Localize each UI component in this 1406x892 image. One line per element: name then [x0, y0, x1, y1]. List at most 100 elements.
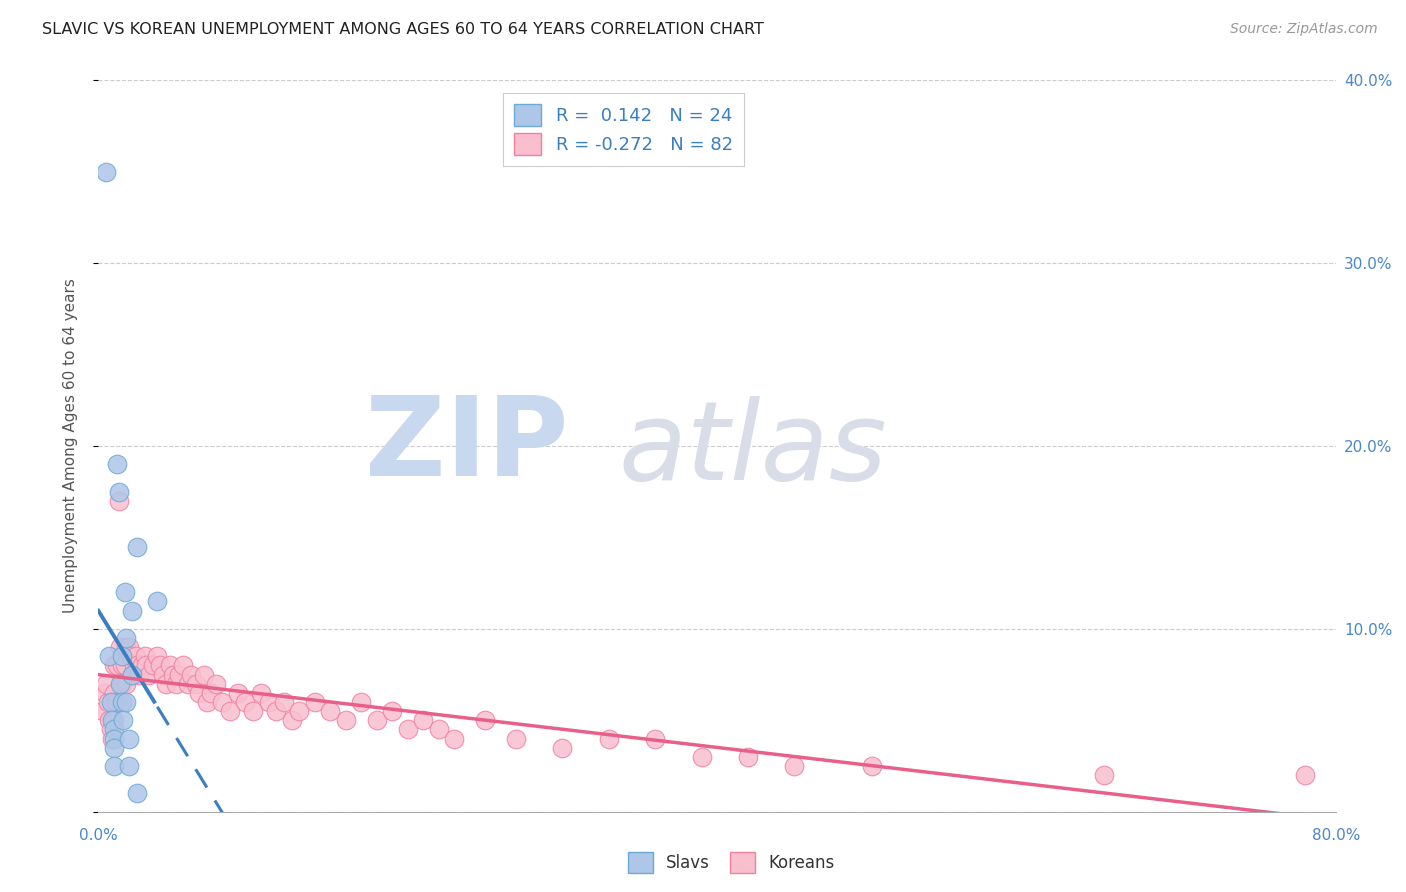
Point [427, 723, 450, 737]
Point [138, 667, 160, 681]
Point [188, 686, 211, 700]
Point [381, 704, 404, 718]
Point [335, 714, 357, 728]
Point [96, 676, 118, 690]
Point [135, 658, 157, 673]
Point [93, 686, 115, 700]
Point [1092, 768, 1115, 782]
Legend: R =  0.142   N = 24, R = -0.272   N = 82: R = 0.142 N = 24, R = -0.272 N = 82 [503, 93, 744, 166]
Point [112, 649, 135, 664]
Point [319, 704, 342, 718]
Point [193, 667, 215, 681]
Point [350, 695, 373, 709]
Point [128, 667, 150, 681]
Point [111, 695, 134, 709]
Point [783, 759, 806, 773]
Point [149, 658, 172, 673]
Point [121, 667, 143, 681]
Point [273, 695, 295, 709]
Point [366, 714, 388, 728]
Point [551, 740, 574, 755]
Point [111, 676, 134, 690]
Point [219, 704, 242, 718]
Point [644, 731, 666, 746]
Point [103, 658, 125, 673]
Point [200, 686, 222, 700]
Point [115, 695, 138, 709]
Point [211, 695, 233, 709]
Point [107, 484, 129, 499]
Point [114, 585, 136, 599]
Text: SLAVIC VS KOREAN UNEMPLOYMENT AMONG AGES 60 TO 64 YEARS CORRELATION CHART: SLAVIC VS KOREAN UNEMPLOYMENT AMONG AGES… [42, 22, 763, 37]
Point [121, 603, 143, 617]
Point [690, 749, 713, 764]
Point [115, 676, 138, 690]
Point [155, 676, 177, 690]
Point [159, 658, 181, 673]
Point [195, 695, 218, 709]
Point [101, 714, 124, 728]
Point [111, 649, 134, 664]
Point [122, 658, 145, 673]
Point [474, 714, 496, 728]
Point [167, 667, 190, 681]
Point [105, 658, 128, 673]
Point [226, 686, 249, 700]
Text: ZIP: ZIP [366, 392, 568, 500]
Point [127, 787, 149, 801]
Point [146, 594, 169, 608]
Point [118, 759, 141, 773]
Point [146, 649, 169, 664]
Point [235, 695, 257, 709]
Point [121, 667, 143, 681]
Point [98, 649, 121, 664]
Point [114, 658, 136, 673]
Point [103, 714, 125, 728]
Point [505, 731, 527, 746]
Point [281, 714, 304, 728]
Point [860, 759, 883, 773]
Point [443, 731, 465, 746]
Point [98, 714, 121, 728]
Point [242, 704, 264, 718]
Point [107, 493, 129, 508]
Point [91, 704, 114, 718]
Legend: Slavs, Koreans: Slavs, Koreans [621, 846, 841, 880]
Point [105, 695, 128, 709]
Point [396, 723, 419, 737]
Point [131, 658, 153, 673]
Point [111, 658, 134, 673]
Point [205, 676, 228, 690]
Point [120, 649, 142, 664]
Point [162, 667, 184, 681]
Point [115, 631, 138, 645]
Point [177, 676, 200, 690]
Point [180, 667, 202, 681]
Text: atlas: atlas [619, 396, 887, 503]
Point [184, 676, 207, 690]
Point [103, 759, 125, 773]
Point [257, 695, 280, 709]
Point [412, 714, 434, 728]
Point [115, 640, 138, 655]
Point [108, 640, 131, 655]
Point [124, 649, 146, 664]
Point [173, 658, 195, 673]
Point [250, 686, 273, 700]
Point [96, 165, 118, 179]
Point [103, 723, 125, 737]
Y-axis label: Unemployment Among Ages 60 to 64 years: Unemployment Among Ages 60 to 64 years [63, 278, 77, 614]
Point [266, 704, 288, 718]
Point [103, 731, 125, 746]
Point [112, 714, 135, 728]
Point [118, 640, 141, 655]
Point [118, 731, 141, 746]
Point [165, 676, 187, 690]
Point [105, 458, 128, 472]
Point [97, 695, 120, 709]
Point [1294, 768, 1316, 782]
Point [737, 749, 759, 764]
Point [127, 658, 149, 673]
Point [598, 731, 620, 746]
Point [100, 695, 122, 709]
